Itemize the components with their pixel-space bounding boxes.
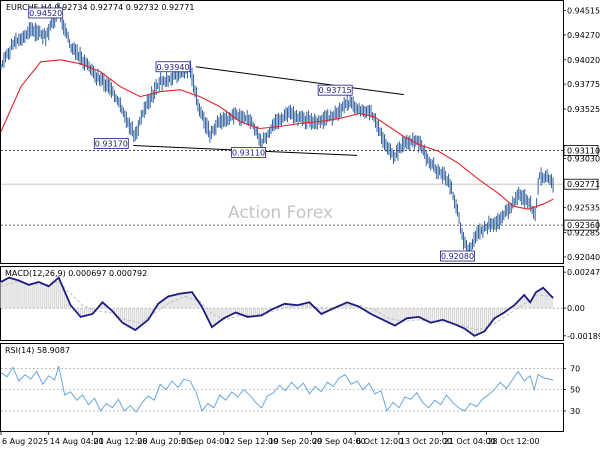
level-price-label-0: 0.93110 [563,145,600,156]
annotation-label: 0.94520 [29,9,62,18]
macd-header: MACD(12,26,9) 0.000697 0.000792 [5,269,147,278]
current-price-text: 0.92771 [567,180,600,189]
annotation-box [28,7,64,19]
x-tick-label: 28 Aug 20:00 [137,437,191,446]
macd-layer [0,276,563,337]
y-tick-label: 0.93775 [567,80,600,89]
y-tick-label: 0.92535 [567,204,600,213]
y-tick-label: 0.92285 [567,229,600,238]
price-bars [0,2,554,261]
macd-main-line [0,276,554,337]
x-tick-label: 21 Oct 04:00 [444,437,496,446]
rsi-layer [0,366,563,413]
level-label-text: 0.93110 [567,146,600,155]
level-label-box [563,219,599,231]
level-price-label-1: 0.92360 [563,219,600,231]
y-tick-label: 0.94270 [567,31,600,40]
trendline-0 [195,66,404,96]
rsi-tick-label: 30 [570,407,580,416]
rsi-tick-label: 50 [570,386,580,395]
annotation-box [93,138,129,149]
current-price-tag: 0.92771 [563,178,600,190]
symbol-header: EURCHF,H4 0.92734 0.92774 0.92732 0.9277… [6,3,194,12]
x-tick-label: 21 Aug 12:00 [94,437,148,446]
annotation-label: 0.93940 [156,63,189,72]
x-tick-label: 28 Oct 12:00 [487,437,539,446]
x-tick-label: 19 Sep 20:00 [269,437,322,446]
x-tick-label: 13 Oct 20:00 [400,437,452,446]
x-tick-label: 14 Aug 04:00 [50,437,104,446]
current-price-box [563,178,599,190]
price-annotation-5: 0.92080 [440,250,475,262]
level-label-box [563,145,599,156]
macd-tick-label: 0.00 [567,304,585,313]
level-label-text: 0.92360 [567,221,600,230]
rsi-tick-label: 70 [570,364,580,373]
main-panel-frame [0,0,564,264]
x-tick-label: 12 Sep 12:00 [225,437,278,446]
x-tick-label: 5 Sep 04:00 [181,437,229,446]
x-tick-label: 6 Aug 2025 [2,437,48,446]
annotation-box [440,250,475,262]
watermark: Action Forex [228,203,333,223]
annotation-label: 0.93110 [232,148,265,157]
annotation-box [231,147,267,158]
macd-tick-label: 0.002471 [567,268,600,277]
y-tick-label: 0.94515 [567,6,600,15]
macd-signal-line [0,281,554,331]
macd-tick-label: -0.001899 [567,332,600,341]
annotation-box [155,61,191,73]
annotation-label: 0.92080 [441,252,474,261]
moving-average-line [0,59,554,210]
y-tick-label: 0.93030 [567,154,600,163]
x-tick-label: 6 Oct 12:00 [356,437,403,446]
y-tick-label: 0.92040 [567,253,600,262]
annotation-label: 0.93715 [319,86,352,95]
axis-layer: 0.94515 0.94270 0.94020 0.93775 0.93525 0.930… [0,6,600,446]
annotation-label: 0.93170 [95,139,128,148]
x-tick-label: 29 Sep 04:00 [312,437,365,446]
y-tick-label: 0.93525 [567,105,600,114]
price-annotation-2: 0.93715 [317,84,353,96]
rsi-panel-frame [0,343,564,432]
price-layer: 0.94520 0.93940 0.93715 0.93170 0.93110 0.920… [0,2,563,262]
annotation-box [317,84,353,96]
y-tick-label: 0.94020 [567,56,600,65]
price-annotation-0: 0.94520 [28,7,64,19]
price-annotation-4: 0.93110 [231,147,267,158]
rsi-header: RSI(14) 58.9087 [5,346,70,355]
price-annotation-1: 0.93940 [155,61,191,73]
rsi-line [0,366,554,413]
price-annotation-3: 0.93170 [93,138,129,149]
